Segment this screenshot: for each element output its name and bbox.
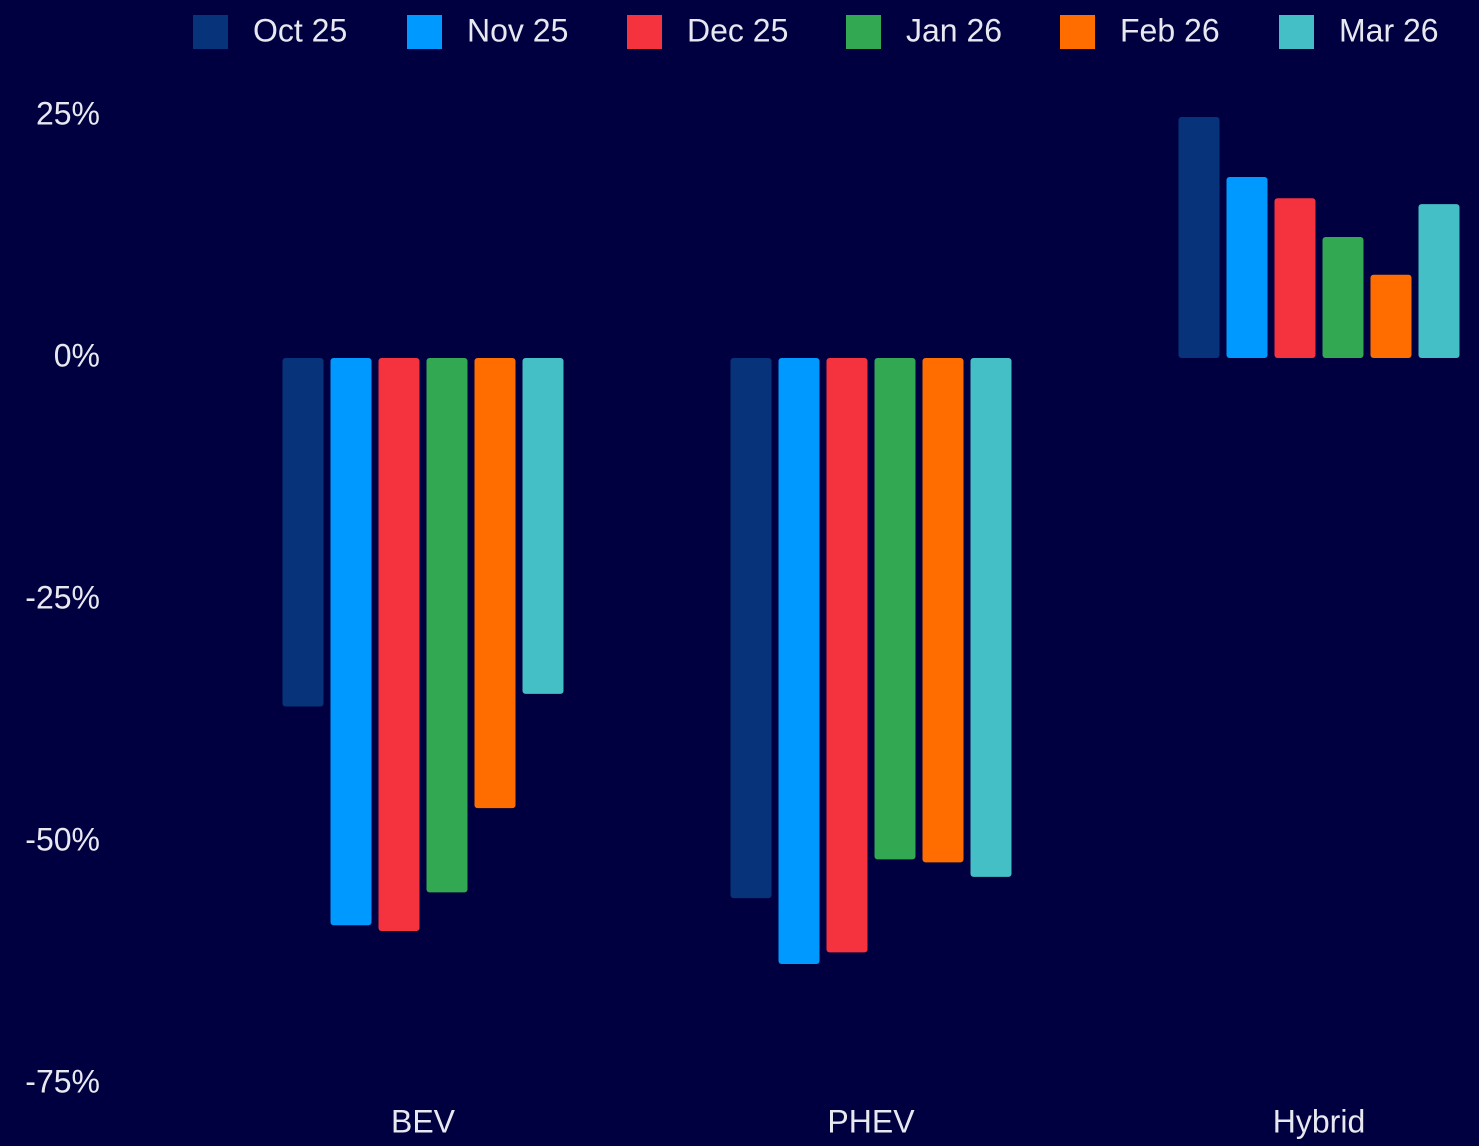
bar xyxy=(1274,198,1316,358)
bar xyxy=(1226,176,1268,358)
bar xyxy=(922,358,964,863)
legend-swatch xyxy=(846,15,881,49)
legend-swatch xyxy=(407,15,442,49)
legend-swatch xyxy=(193,15,228,49)
bar xyxy=(1418,204,1460,358)
y-tick-label: 0% xyxy=(54,337,100,373)
legend-label: Mar 26 xyxy=(1339,12,1439,48)
y-tick-label: 25% xyxy=(36,95,100,131)
legend-label: Oct 25 xyxy=(253,12,347,48)
legend-label: Nov 25 xyxy=(467,12,568,48)
bar xyxy=(474,358,516,809)
x-tick-label: PHEV xyxy=(827,1103,915,1139)
x-tick-label: Hybrid xyxy=(1273,1103,1365,1139)
bar xyxy=(730,358,772,899)
bar xyxy=(378,358,420,932)
bar xyxy=(1322,237,1364,358)
y-tick-label: -50% xyxy=(25,821,100,857)
bar xyxy=(970,358,1012,877)
bar xyxy=(826,358,868,953)
y-tick-label: -25% xyxy=(25,579,100,615)
bar xyxy=(426,358,468,893)
legend-label: Dec 25 xyxy=(687,12,788,48)
bar xyxy=(874,358,916,860)
x-tick-label: BEV xyxy=(391,1103,456,1139)
y-tick-label: -75% xyxy=(25,1063,100,1099)
bar xyxy=(1370,274,1412,358)
bar xyxy=(330,358,372,926)
legend-label: Feb 26 xyxy=(1120,12,1220,48)
bar xyxy=(282,358,324,707)
legend-swatch xyxy=(1279,15,1314,49)
bar xyxy=(778,358,820,964)
legend-label: Jan 26 xyxy=(906,12,1002,48)
legend-swatch xyxy=(1060,15,1095,49)
bar xyxy=(522,358,564,694)
bar xyxy=(1178,116,1220,358)
legend-swatch xyxy=(627,15,662,49)
